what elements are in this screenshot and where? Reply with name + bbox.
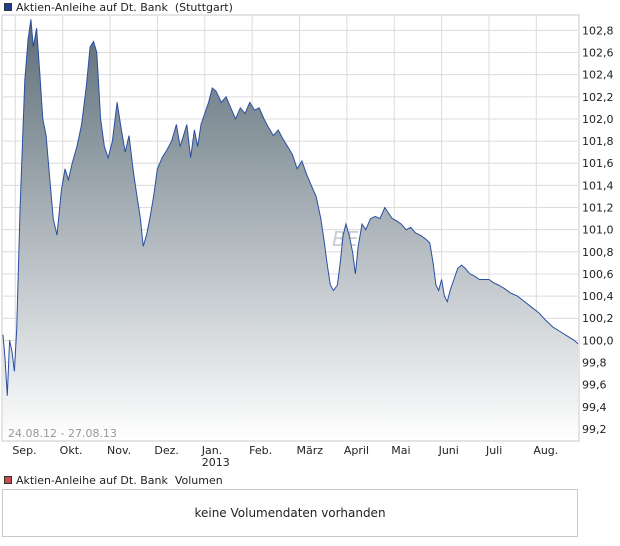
- x-tick-label: Juni: [438, 444, 459, 457]
- y-tick-label: 102,8: [582, 24, 614, 37]
- x-tick-year-label: 2013: [202, 456, 230, 469]
- x-tick-label: Aug.: [533, 444, 558, 457]
- y-tick-label: 100,4: [582, 290, 614, 303]
- x-tick-label: März: [296, 444, 323, 457]
- y-tick-label: 101,4: [582, 179, 614, 192]
- y-tick-label: 100,8: [582, 246, 614, 259]
- x-tick-label: Feb.: [249, 444, 272, 457]
- x-tick-label: Dez.: [154, 444, 179, 457]
- y-tick-label: 102,4: [582, 69, 614, 82]
- x-tick-label: Juli: [485, 444, 502, 457]
- price-chart: BE 99,299,499,699,8100,0100,2100,4100,61…: [1, 14, 614, 469]
- y-tick-label: 100,6: [582, 268, 614, 281]
- y-tick-label: 102,0: [582, 113, 614, 126]
- x-tick-label: Okt.: [60, 444, 83, 457]
- price-legend-swatch: [4, 3, 12, 11]
- price-legend-label: Aktien-Anleihe auf Dt. Bank (Stuttgart): [16, 0, 233, 14]
- y-tick-label: 99,8: [582, 357, 607, 370]
- y-tick-label: 101,8: [582, 135, 614, 148]
- x-tick-label: Mai: [391, 444, 410, 457]
- y-axis: 99,2 99,4 99,6 99,8 100,0 100,2 100,4 100,6 100,…: [582, 24, 614, 436]
- y-tick-label: 99,2: [582, 423, 607, 436]
- series-area: [3, 19, 578, 441]
- y-tick-label: 99,6: [582, 379, 607, 392]
- volume-empty-message: keine Volumendaten vorhanden: [194, 506, 386, 520]
- x-tick-label: April: [344, 444, 369, 457]
- price-legend: Aktien-Anleihe auf Dt. Bank (Stuttgart): [4, 0, 233, 14]
- y-tick-label: 101,2: [582, 202, 614, 215]
- y-tick-label: 99,4: [582, 401, 607, 414]
- volume-panel: keine Volumendaten vorhanden: [2, 489, 578, 537]
- y-tick-label: 100,2: [582, 312, 614, 325]
- date-range-label: 24.08.12 - 27.08.13: [8, 427, 117, 440]
- x-tick-label: Sep.: [12, 444, 36, 457]
- volume-legend-swatch: [4, 476, 12, 484]
- y-tick-label: 101,6: [582, 157, 614, 170]
- y-tick-label: 102,2: [582, 91, 614, 104]
- series-line: [2, 19, 579, 396]
- y-tick-label: 101,0: [582, 224, 614, 237]
- x-tick-label: Jan.: [201, 444, 222, 457]
- x-axis: Sep. Okt. Nov. Dez. Jan.2013 Feb. März April Mai…: [12, 444, 558, 469]
- volume-legend: Aktien-Anleihe auf Dt. Bank Volumen: [4, 473, 223, 487]
- y-tick-label: 100,0: [582, 334, 614, 347]
- y-tick-label: 102,6: [582, 47, 614, 60]
- volume-legend-label: Aktien-Anleihe auf Dt. Bank Volumen: [16, 473, 223, 487]
- x-tick-label: Nov.: [107, 444, 131, 457]
